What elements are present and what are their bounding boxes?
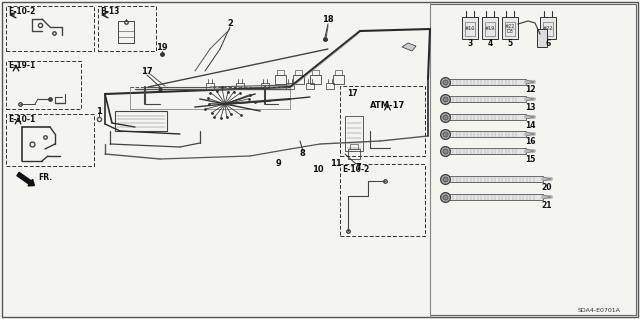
Text: 20: 20 [541,182,552,191]
Bar [448,79,526,85]
Text: E-10-1: E-10-1 [8,115,35,123]
Text: #19: #19 [485,26,495,32]
Text: 21: 21 [541,201,552,210]
Bar [98,6,156,51]
Text: 3: 3 [467,40,472,48]
Text: #22
D3: #22 D3 [505,24,515,34]
Text: 4: 4 [488,40,493,48]
Bar [275,75,286,84]
Bar [333,75,344,84]
Bar [286,83,294,89]
Text: SDA4-E0701A: SDA4-E0701A [577,308,620,314]
Text: 9: 9 [275,160,281,168]
Bar [326,83,334,89]
Bar [340,86,425,156]
Bar [448,96,526,102]
Bar [430,4,636,315]
Bar [6,61,81,109]
Text: 2: 2 [227,19,233,27]
Text: E-10-2: E-10-2 [8,6,35,16]
Text: 15: 15 [525,154,535,164]
Bar [340,164,425,236]
Text: 5: 5 [508,40,513,48]
Text: 17: 17 [347,90,357,99]
Bar [118,21,134,43]
Text: 14: 14 [525,121,535,130]
Bar [6,114,94,166]
Bar [448,131,526,137]
Bar [448,194,543,200]
Bar [306,83,314,89]
Bar [502,17,518,39]
Bar [350,144,358,149]
Text: 19: 19 [156,42,168,51]
Bar [543,22,553,36]
Text: 13: 13 [525,102,535,112]
Bar [236,83,244,89]
Text: 10: 10 [312,165,324,174]
Polygon shape [402,43,416,51]
Text: 18: 18 [322,16,334,25]
Bar [310,75,321,84]
Bar [505,22,515,36]
Bar [348,149,360,159]
Bar [537,29,547,47]
Text: 7: 7 [355,162,361,172]
Bar [482,17,498,39]
Text: ATM-17: ATM-17 [370,101,405,110]
Bar [345,116,363,151]
Bar [448,148,526,154]
Text: 16: 16 [525,137,535,146]
Text: 11: 11 [330,160,342,168]
Text: E-19-1: E-19-1 [8,62,35,70]
Text: FR.: FR. [38,173,52,182]
Text: 1: 1 [96,107,102,115]
Bar [293,75,304,84]
Bar [485,22,495,36]
Bar [465,22,475,36]
Bar [335,70,342,75]
Bar [115,111,167,131]
Text: 17: 17 [141,66,153,76]
Bar [312,70,319,75]
Text: 6: 6 [545,40,550,48]
Text: #22: #22 [543,26,553,32]
Bar [261,83,269,89]
Text: #10: #10 [465,26,475,32]
FancyArrow shape [17,172,35,186]
Bar [206,83,214,89]
Bar [448,176,543,182]
Text: 12: 12 [525,85,535,94]
Bar [540,17,556,39]
Bar [6,6,94,51]
Text: E-10-2: E-10-2 [342,165,369,174]
Text: B-13: B-13 [100,6,120,16]
Bar [295,70,302,75]
Text: 8: 8 [299,150,305,159]
Bar [277,70,284,75]
Bar [462,17,478,39]
Bar [448,114,526,120]
